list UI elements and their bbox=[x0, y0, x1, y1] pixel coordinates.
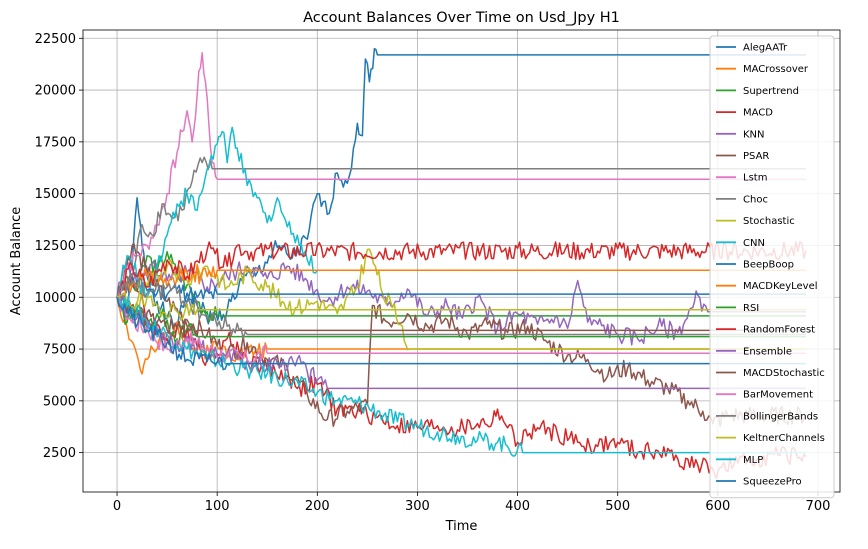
legend-label: MACDStochastic bbox=[743, 368, 825, 379]
legend: AlegAATr MACrossover Supertrend MACD KNN PSAR… bbox=[709, 35, 835, 499]
series-line-squeezepro bbox=[116, 297, 806, 371]
legend-label: KeltnerChannels bbox=[743, 433, 825, 444]
x-tick-label: 700 bbox=[806, 499, 831, 514]
series-line-keltnerchannels bbox=[116, 292, 806, 322]
legend-label: Ensemble bbox=[743, 346, 792, 357]
y-tick-label: 17500 bbox=[35, 135, 76, 150]
series-line-stochastic bbox=[116, 248, 806, 351]
legend-label: KNN bbox=[743, 129, 765, 140]
series-line-barmovement bbox=[116, 291, 806, 365]
legend-label: MACDKeyLevel bbox=[743, 281, 818, 292]
x-tick-label: 400 bbox=[505, 499, 530, 514]
series-line-lstm bbox=[116, 52, 806, 298]
y-tick-label: 20000 bbox=[35, 84, 76, 99]
x-tick-label: 500 bbox=[605, 499, 630, 514]
legend-label: MLP bbox=[743, 455, 763, 466]
x-axis-title: Time bbox=[445, 519, 478, 534]
plot-frame bbox=[82, 29, 841, 493]
legend-label: BeepBoop bbox=[743, 260, 794, 271]
legend-label: RandomForest bbox=[743, 325, 815, 336]
y-tick-label: 7500 bbox=[43, 343, 76, 358]
legend-label: MACrossover bbox=[743, 64, 809, 75]
y-tick-label: 5000 bbox=[43, 394, 76, 409]
series-line-randomforest bbox=[116, 240, 807, 298]
x-tick-label: 200 bbox=[305, 499, 330, 514]
legend-label: AlegAATr bbox=[743, 43, 788, 54]
legend-label: CNN bbox=[743, 238, 765, 249]
legend-box bbox=[709, 35, 835, 499]
series-line-mlp bbox=[116, 295, 806, 457]
legend-label: MACD bbox=[743, 108, 773, 119]
series-line-supertrend bbox=[116, 250, 806, 323]
x-tick-label: 100 bbox=[205, 499, 230, 514]
y-tick-label: 10000 bbox=[35, 291, 76, 306]
legend-label: BarMovement bbox=[743, 390, 813, 401]
legend-label: Choc bbox=[743, 194, 768, 205]
series-layer bbox=[116, 47, 807, 480]
x-tick-label: 300 bbox=[405, 499, 430, 514]
x-tick-label: 0 bbox=[113, 499, 121, 514]
y-tick-label: 15000 bbox=[35, 187, 76, 202]
series-line-bollingerbands bbox=[116, 276, 806, 340]
legend-label: Lstm bbox=[743, 173, 767, 184]
legend-label: Supertrend bbox=[743, 86, 799, 97]
y-tick-label: 12500 bbox=[35, 239, 76, 254]
x-tick-label: 600 bbox=[705, 499, 730, 514]
legend-label: BollingerBands bbox=[743, 411, 818, 422]
legend-label: Stochastic bbox=[743, 216, 795, 227]
legend-label: SqueezePro bbox=[743, 477, 802, 488]
legend-label: RSI bbox=[743, 303, 759, 314]
y-tick-label: 2500 bbox=[43, 446, 76, 461]
ticks: 0 100 200 300 400 500 600 700 2500 5000 7500 10000 1… bbox=[35, 32, 831, 514]
y-tick-label: 22500 bbox=[35, 32, 76, 47]
y-axis-title: Account Balance bbox=[9, 207, 24, 315]
legend-label: PSAR bbox=[743, 151, 769, 162]
series-line-choc bbox=[116, 156, 806, 299]
series-line-cnn bbox=[116, 126, 806, 299]
chart-title: Account Balances Over Time on Usd_Jpy H1 bbox=[303, 10, 620, 26]
